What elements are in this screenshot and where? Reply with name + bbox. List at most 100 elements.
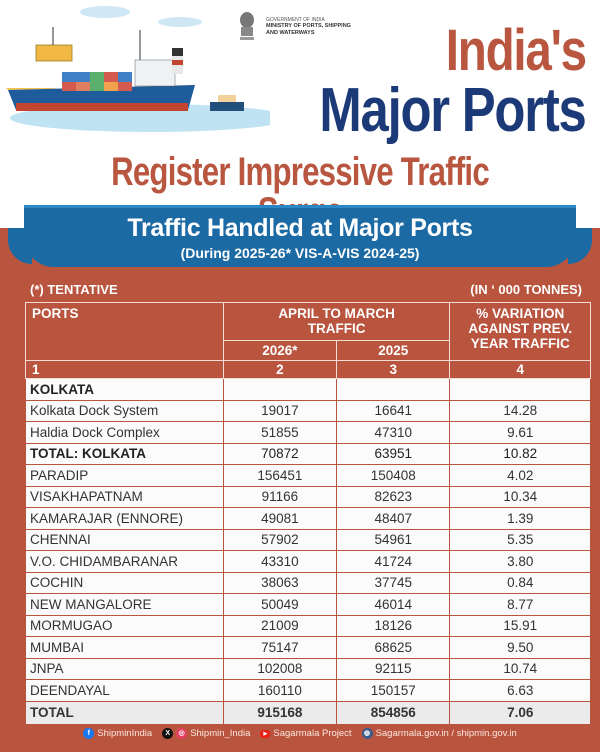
traffic-2026: 57902 — [222, 528, 338, 551]
variation: 0.84 — [449, 571, 591, 594]
total-2025: 854856 — [336, 700, 451, 725]
traffic-2026: 102008 — [222, 657, 338, 680]
header-ports: PORTS — [25, 302, 224, 361]
variation: 1.39 — [449, 507, 591, 530]
traffic-2025: 37745 — [336, 571, 451, 594]
total-label: TOTAL — [25, 700, 224, 725]
cargo-ship-illustration — [6, 6, 270, 132]
traffic-2026: 75147 — [222, 636, 338, 659]
header-variation: % VARIATION AGAINST PREV. YEAR TRAFFIC — [449, 302, 591, 361]
traffic-2025 — [336, 378, 451, 401]
social-footer: f ShipminIndia X ◎ Shipmin_India ▶ Sagar… — [0, 728, 600, 739]
table-row: PARADIP 156451 150408 4.02 — [25, 464, 591, 487]
variation: 10.34 — [449, 485, 591, 508]
traffic-2025: 92115 — [336, 657, 451, 680]
national-emblem-icon — [240, 12, 254, 40]
website-link[interactable]: ◍ Sagarmala.gov.in / shipmin.gov.in — [361, 728, 517, 739]
port-name: Haldia Dock Complex — [25, 421, 224, 444]
hero-header: GOVERNMENT OF INDIA MINISTRY OF PORTS, S… — [0, 0, 600, 232]
table-row: JNPA 102008 92115 10.74 — [25, 657, 591, 680]
traffic-2026: 21009 — [222, 614, 338, 637]
col-num-3: 3 — [336, 360, 451, 379]
tentative-note: (*) TENTATIVE — [30, 282, 118, 297]
variation — [449, 378, 591, 401]
table-row: CHENNAI 57902 54961 5.35 — [25, 528, 591, 551]
traffic-2026: 43310 — [222, 550, 338, 573]
table-title: Traffic Handled at Major Ports — [127, 214, 473, 242]
port-name: Kolkata Dock System — [25, 399, 224, 422]
traffic-2026: 38063 — [222, 571, 338, 594]
x-icon: X — [162, 728, 174, 739]
traffic-2025: 54961 — [336, 528, 451, 551]
table-row: COCHIN 38063 37745 0.84 — [25, 571, 591, 594]
port-name: V.O. CHIDAMBARANAR — [25, 550, 224, 573]
traffic-2025: 68625 — [336, 636, 451, 659]
variation: 8.77 — [449, 593, 591, 616]
total-variation: 7.06 — [449, 700, 591, 725]
traffic-2026: 160110 — [222, 679, 338, 702]
table-row: DEENDAYAL 160110 150157 6.63 — [25, 679, 591, 702]
traffic-2026: 91166 — [222, 485, 338, 508]
variation: 14.28 — [449, 399, 591, 422]
port-name: VISAKHAPATNAM — [25, 485, 224, 508]
traffic-2026: 49081 — [222, 507, 338, 530]
traffic-2025: 82623 — [336, 485, 451, 508]
port-name: KAMARAJAR (ENNORE) — [25, 507, 224, 530]
variation: 10.74 — [449, 657, 591, 680]
port-name: KOLKATA — [25, 378, 224, 401]
gov-line1: GOVERNMENT OF INDIA — [266, 16, 325, 23]
header-year-2026: 2026* — [222, 340, 338, 361]
port-name: JNPA — [25, 657, 224, 680]
traffic-2025: 47310 — [336, 421, 451, 444]
table-row: KOLKATA — [25, 378, 591, 401]
table-title-banner: Traffic Handled at Major Ports (During 2… — [8, 205, 592, 267]
facebook-link[interactable]: f ShipminIndia — [83, 728, 152, 739]
variation: 6.63 — [449, 679, 591, 702]
x-instagram-link[interactable]: X ◎ Shipmin_India — [162, 728, 250, 739]
traffic-2025: 150157 — [336, 679, 451, 702]
headline-line2: Major Ports — [319, 76, 587, 145]
traffic-2025: 46014 — [336, 593, 451, 616]
traffic-2025: 16641 — [336, 399, 451, 422]
table-row: MUMBAI 75147 68625 9.50 — [25, 636, 591, 659]
col-num-1: 1 — [25, 360, 224, 379]
port-name: MUMBAI — [25, 636, 224, 659]
table-row: Haldia Dock Complex 51855 47310 9.61 — [25, 421, 591, 444]
traffic-2025: 41724 — [336, 550, 451, 573]
variation: 9.61 — [449, 421, 591, 444]
table-subtitle: (During 2025-26* VIS-A-VIS 2024-25) — [180, 245, 420, 261]
col-num-4: 4 — [449, 360, 591, 379]
variation: 15.91 — [449, 614, 591, 637]
youtube-icon: ▶ — [260, 729, 271, 738]
globe-icon: ◍ — [361, 728, 373, 739]
instagram-icon: ◎ — [176, 728, 188, 739]
total-2026: 915168 — [222, 700, 338, 725]
port-name: COCHIN — [25, 571, 224, 594]
traffic-2026: 19017 — [222, 399, 338, 422]
facebook-icon: f — [83, 728, 95, 739]
traffic-table: PORTS APRIL TO MARCH TRAFFIC % VARIATION… — [25, 302, 591, 725]
table-row: V.O. CHIDAMBARANAR 43310 41724 3.80 — [25, 550, 591, 573]
variation: 3.80 — [449, 550, 591, 573]
youtube-link[interactable]: ▶ Sagarmala Project — [260, 728, 352, 739]
gov-line2: MINISTRY OF PORTS, SHIPPING — [266, 23, 351, 30]
traffic-2025: 48407 — [336, 507, 451, 530]
port-name: CHENNAI — [25, 528, 224, 551]
traffic-2026: 51855 — [222, 421, 338, 444]
traffic-2026: 156451 — [222, 464, 338, 487]
port-name: PARADIP — [25, 464, 224, 487]
traffic-2025: 150408 — [336, 464, 451, 487]
table-row: KAMARAJAR (ENNORE) 49081 48407 1.39 — [25, 507, 591, 530]
gov-line3: AND WATERWAYS — [266, 30, 315, 37]
port-name: MORMUGAO — [25, 614, 224, 637]
col-num-2: 2 — [222, 360, 338, 379]
traffic-2026: 70872 — [222, 442, 338, 465]
traffic-2025: 63951 — [336, 442, 451, 465]
table-row: Kolkata Dock System 19017 16641 14.28 — [25, 399, 591, 422]
table-row: VISAKHAPATNAM 91166 82623 10.34 — [25, 485, 591, 508]
total-row: TOTAL 915168 854856 7.06 — [25, 700, 591, 725]
traffic-2025: 18126 — [336, 614, 451, 637]
traffic-2026: 50049 — [222, 593, 338, 616]
traffic-2026 — [222, 378, 338, 401]
header-year-2025: 2025 — [336, 340, 451, 361]
